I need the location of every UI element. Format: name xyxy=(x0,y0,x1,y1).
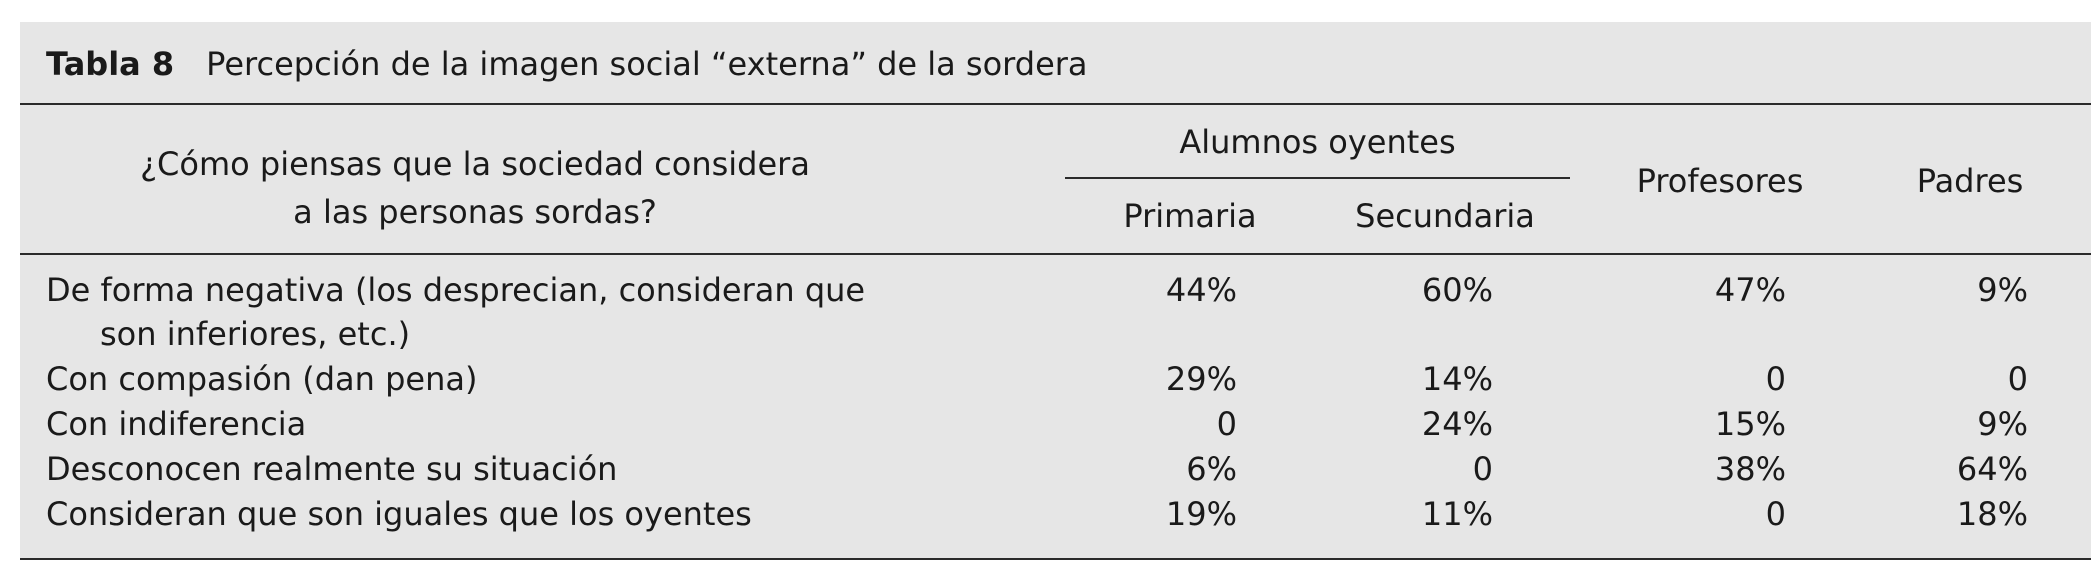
cell-indiferencia-primaria: 0 xyxy=(1216,405,1237,443)
column-header-secundaria: Secundaria xyxy=(1355,197,1535,235)
row-label-iguales: Consideran que son iguales que los oyent… xyxy=(46,495,752,533)
row-label-desconocen: Desconocen realmente su situación xyxy=(46,450,618,488)
cell-desconocen-profesores: 38% xyxy=(1714,450,1786,488)
cell-iguales-profesores: 0 xyxy=(1765,495,1786,533)
cell-negativa-primaria: 44% xyxy=(1165,271,1237,309)
table-number: Tabla 8 xyxy=(46,45,175,83)
column-header-profesores: Profesores xyxy=(1636,162,1804,200)
top-rule xyxy=(20,103,2091,105)
row-label-negativa-line1: De forma negativa (los desprecian, consi… xyxy=(46,271,866,309)
cell-negativa-profesores: 47% xyxy=(1714,271,1786,309)
data-table: Tabla 8 Percepción de la imagen social “e… xyxy=(20,22,2091,560)
table-caption: Tabla 8 Percepción de la imagen social “e… xyxy=(46,44,1088,84)
cell-desconocen-padres: 64% xyxy=(1956,450,2028,488)
group-rule xyxy=(1065,177,1570,179)
cell-indiferencia-profesores: 15% xyxy=(1714,405,1786,443)
cell-indiferencia-secundaria: 24% xyxy=(1421,405,1493,443)
cell-negativa-secundaria: 60% xyxy=(1421,271,1493,309)
cell-iguales-padres: 18% xyxy=(1956,495,2028,533)
cell-compasion-padres: 0 xyxy=(2007,360,2028,398)
column-header-primaria: Primaria xyxy=(1123,197,1257,235)
cell-iguales-primaria: 19% xyxy=(1165,495,1237,533)
cell-compasion-primaria: 29% xyxy=(1165,360,1237,398)
row-label-negativa: De forma negativa (los desprecian, consi… xyxy=(46,268,1006,356)
row-label-compasion: Con compasión (dan pena) xyxy=(46,360,478,398)
cell-indiferencia-padres: 9% xyxy=(1977,405,2028,443)
cell-desconocen-secundaria: 0 xyxy=(1472,450,1493,488)
question-header-line1: ¿Cómo piensas que la sociedad considera xyxy=(140,145,810,183)
cell-negativa-padres: 9% xyxy=(1977,271,2028,309)
row-label-negativa-line2: son inferiores, etc.) xyxy=(100,315,411,353)
header-rule xyxy=(20,253,2091,255)
table-title: Percepción de la imagen social “externa”… xyxy=(206,45,1088,83)
column-header-padres: Padres xyxy=(1916,162,2024,200)
row-label-indiferencia: Con indiferencia xyxy=(46,405,307,443)
cell-iguales-secundaria: 11% xyxy=(1421,495,1493,533)
cell-compasion-profesores: 0 xyxy=(1765,360,1786,398)
cell-compasion-secundaria: 14% xyxy=(1421,360,1493,398)
question-header: ¿Cómo piensas que la sociedad considera … xyxy=(50,140,900,236)
question-header-line2: a las personas sordas? xyxy=(293,193,657,231)
bottom-rule xyxy=(20,558,2091,560)
cell-desconocen-primaria: 6% xyxy=(1186,450,1237,488)
group-header-alumnos-oyentes: Alumnos oyentes xyxy=(1179,123,1456,161)
